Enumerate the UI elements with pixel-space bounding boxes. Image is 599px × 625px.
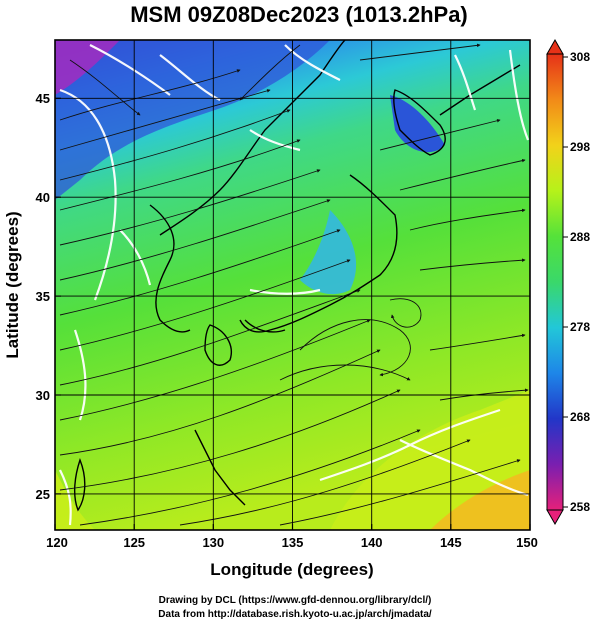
colorbar: 308 298 288 278 268 258 bbox=[546, 38, 590, 526]
colorbar-bottom-arrow bbox=[546, 509, 564, 526]
x-tick-label: 150 bbox=[516, 535, 538, 550]
cold-region-northwest-corner bbox=[55, 40, 120, 95]
cold-region-north bbox=[55, 40, 330, 200]
y-tick-label: 30 bbox=[36, 388, 50, 403]
colorbar-tick-label: 288 bbox=[570, 230, 590, 244]
x-tick-label: 120 bbox=[46, 535, 68, 550]
cold-region-hokkaido bbox=[390, 95, 445, 153]
x-tick-label: 140 bbox=[361, 535, 383, 550]
colorbar-tick-label: 308 bbox=[570, 50, 590, 64]
colorbar-tick-label: 278 bbox=[570, 320, 590, 334]
warm-region-corner bbox=[430, 470, 530, 530]
credit-line-2: Data from http://database.rish.kyoto-u.a… bbox=[158, 609, 432, 620]
x-tick-labels: 120 125 130 135 140 145 150 bbox=[46, 535, 538, 550]
chart-title: MSM 09Z08Dec2023 (1013.2hPa) bbox=[130, 2, 468, 27]
colorbar-tick-label: 268 bbox=[570, 410, 590, 424]
x-tick-label: 130 bbox=[202, 535, 224, 550]
credit-line-1: Drawing by DCL (https://www.gfd-dennou.o… bbox=[159, 595, 432, 606]
y-tick-label: 35 bbox=[36, 289, 50, 304]
x-tick-label: 145 bbox=[440, 535, 462, 550]
colorbar-tick-label: 258 bbox=[570, 500, 590, 514]
y-axis-label: Latitude (degrees) bbox=[3, 211, 22, 358]
y-tick-label: 25 bbox=[36, 487, 50, 502]
warm-region-southwest bbox=[55, 470, 95, 530]
isotherm-contours bbox=[59, 44, 530, 526]
y-tick-label: 45 bbox=[36, 91, 50, 106]
x-axis-label: Longitude (degrees) bbox=[210, 560, 373, 579]
lat-lon-grid bbox=[55, 40, 530, 530]
wind-streamlines bbox=[59, 43, 529, 526]
x-axis bbox=[54, 524, 531, 530]
map-plot-area bbox=[55, 40, 530, 530]
colorbar-top-arrow bbox=[546, 38, 564, 55]
x-tick-label: 135 bbox=[282, 535, 304, 550]
colorbar-tick-label: 298 bbox=[570, 140, 590, 154]
colorbar-body bbox=[546, 53, 564, 511]
y-axis bbox=[55, 97, 61, 495]
y-tick-label: 40 bbox=[36, 190, 50, 205]
y-tick-labels: 45 40 35 30 25 bbox=[36, 91, 50, 502]
x-tick-label: 125 bbox=[123, 535, 145, 550]
colorbar-ticks bbox=[563, 56, 568, 508]
